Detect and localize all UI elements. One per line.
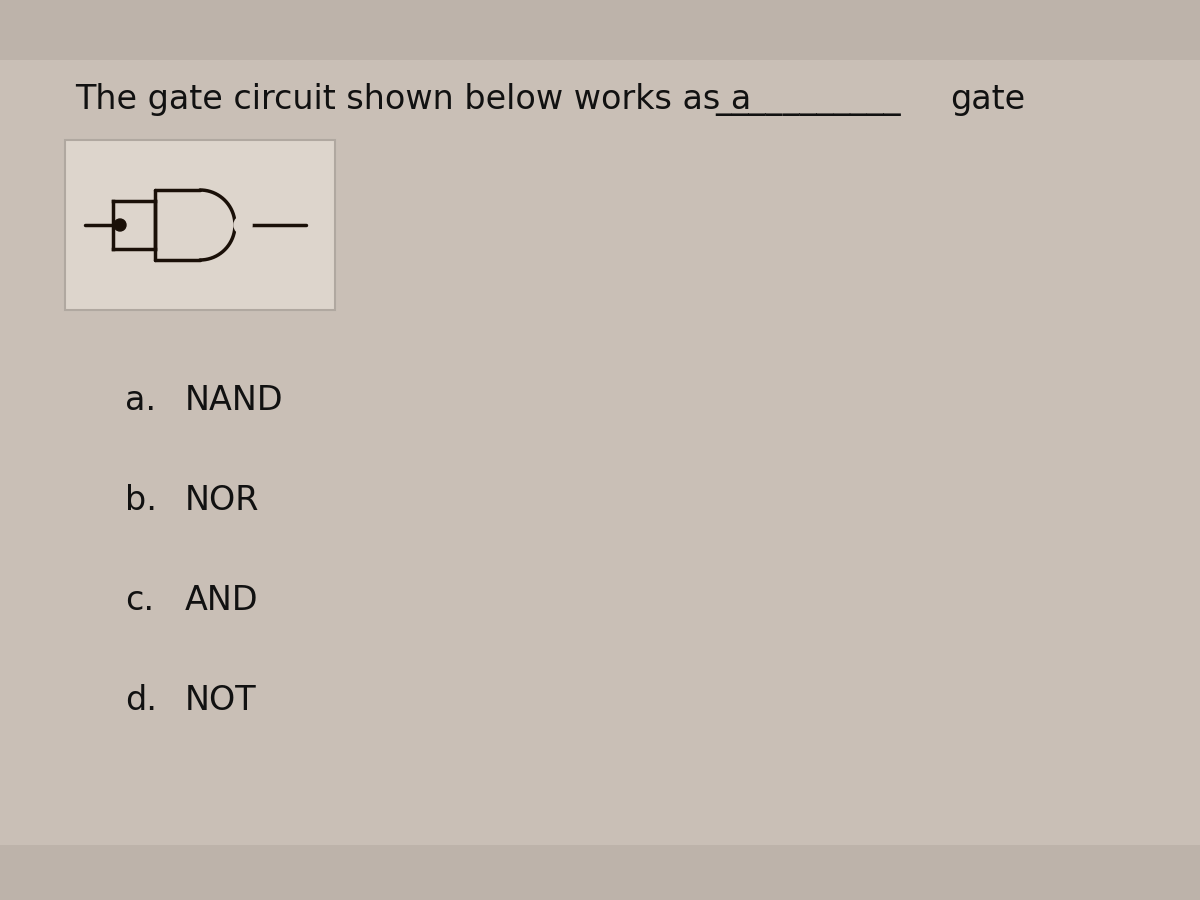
FancyBboxPatch shape	[0, 0, 1200, 60]
Text: b.: b.	[125, 483, 157, 517]
Text: NAND: NAND	[185, 383, 283, 417]
Circle shape	[114, 219, 126, 231]
Text: c.: c.	[125, 583, 154, 617]
Circle shape	[235, 217, 251, 233]
Text: gate: gate	[950, 84, 1025, 116]
Text: NOR: NOR	[185, 483, 259, 517]
Text: d.: d.	[125, 683, 157, 716]
FancyBboxPatch shape	[0, 845, 1200, 900]
FancyBboxPatch shape	[65, 140, 335, 310]
Text: a.: a.	[125, 383, 156, 417]
Text: NOT: NOT	[185, 683, 257, 716]
Text: ___________: ___________	[715, 84, 901, 116]
Text: AND: AND	[185, 583, 259, 617]
Text: The gate circuit shown below works as a: The gate circuit shown below works as a	[74, 84, 751, 116]
